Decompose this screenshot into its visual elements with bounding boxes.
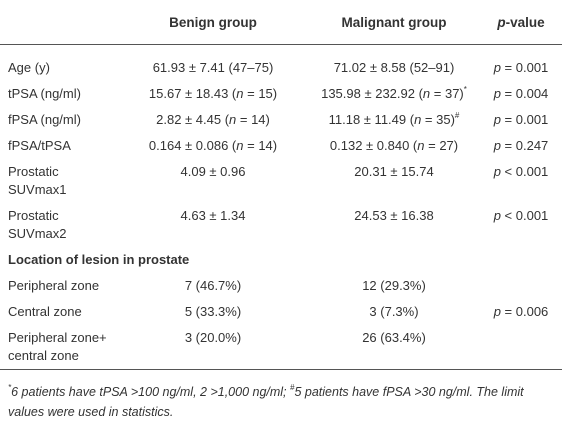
label-line: tPSA (ng/ml) <box>8 86 81 101</box>
row-label: Peripheral zone <box>0 273 118 299</box>
p-value-cell: p = 0.006 <box>480 299 562 325</box>
table-row: Central zone 5 (33.3%) 3 (7.3%) p = 0.006 <box>0 299 562 325</box>
label-line: Peripheral zone+ <box>8 330 107 345</box>
p-value: p = 0.004 <box>493 86 549 101</box>
p-value-cell <box>480 325 562 370</box>
label-line: central zone <box>8 348 79 363</box>
malignant-cell: 12 (29.3%) <box>308 273 480 299</box>
malignant-cell: 26 (63.4%) <box>308 325 480 370</box>
p-value-cell: p < 0.001 <box>480 203 562 247</box>
table-row: tPSA (ng/ml) 15.67 ± 18.43 (n = 15) 135.98… <box>0 81 562 107</box>
cell-text: 71.02 ± 8.58 (52–91) <box>333 60 455 75</box>
benign-cell: 4.09 ± 0.96 <box>118 159 308 203</box>
row-label: Prostatic SUVmax2 <box>0 203 118 247</box>
table-row: Age (y) 61.93 ± 7.41 (47–75) 71.02 ± 8.58 … <box>0 45 562 82</box>
cell-text: 12 (29.3%) <box>362 278 426 293</box>
benign-cell: 5 (33.3%) <box>118 299 308 325</box>
malignant-cell: 24.53 ± 16.38 <box>308 203 480 247</box>
footnote-mark: * <box>8 383 12 392</box>
footnote-mark: # <box>290 383 295 392</box>
p-value: p = 0.006 <box>493 304 549 319</box>
label-line: SUVmax1 <box>8 182 67 197</box>
data-table: Benign group Malignant group p-value Age… <box>0 0 562 370</box>
cell-text: 5 (33.3%) <box>184 304 242 319</box>
malignant-cell: 71.02 ± 8.58 (52–91) <box>308 45 480 82</box>
label-line: Prostatic <box>8 164 59 179</box>
cell-text: 3 (20.0%) <box>184 330 242 345</box>
column-header: Benign group <box>118 0 308 45</box>
footnote-mark: # <box>454 111 460 120</box>
cell-text: 0.164 ± 0.086 (n = 14) <box>148 138 278 153</box>
label-line: Age (y) <box>8 60 50 75</box>
p-value: p = 0.001 <box>493 112 549 127</box>
cell-text: 20.31 ± 15.74 <box>354 164 434 179</box>
section-row: Location of lesion in prostate <box>0 247 562 273</box>
benign-cell: 15.67 ± 18.43 (n = 15) <box>118 81 308 107</box>
row-label: Prostatic SUVmax1 <box>0 159 118 203</box>
p-value: p = 0.001 <box>493 60 549 75</box>
malignant-cell: 3 (7.3%) <box>308 299 480 325</box>
row-label: Age (y) <box>0 45 118 82</box>
label-line: fPSA/tPSA <box>8 138 71 153</box>
p-value-cell <box>480 273 562 299</box>
label-line: Peripheral zone <box>8 278 100 293</box>
p-value-cell: p = 0.247 <box>480 133 562 159</box>
cell-text: 11.18 ± 11.49 (n = 35) <box>328 112 455 127</box>
malignant-cell: 0.132 ± 0.840 (n = 27) <box>308 133 480 159</box>
p-value-cell: p < 0.001 <box>480 159 562 203</box>
table-row: Peripheral zone 7 (46.7%) 12 (29.3%) <box>0 273 562 299</box>
header-row: Benign group Malignant group p-value <box>0 0 562 45</box>
row-label: fPSA (ng/ml) <box>0 107 118 133</box>
cell-text: 26 (63.4%) <box>362 330 426 345</box>
cell-text: 15.67 ± 18.43 (n = 15) <box>148 86 278 101</box>
benign-cell: 61.93 ± 7.41 (47–75) <box>118 45 308 82</box>
footnote-text: 6 patients have tPSA >100 ng/ml, 2 >1,00… <box>11 385 291 399</box>
p-value: p < 0.001 <box>493 208 549 223</box>
p-value-cell: p = 0.001 <box>480 107 562 133</box>
cell-text: 2.82 ± 4.45 (n = 14) <box>156 112 270 127</box>
footnote: *6 patients have tPSA >100 ng/ml, 2 >1,0… <box>0 370 562 422</box>
benign-cell: 3 (20.0%) <box>118 325 308 370</box>
cell-text: 4.09 ± 0.96 <box>180 164 246 179</box>
p-value-cell: p = 0.004 <box>480 81 562 107</box>
column-header: Malignant group <box>308 0 480 45</box>
table-row: Prostatic SUVmax2 4.63 ± 1.34 24.53 ± 16.38… <box>0 203 562 247</box>
benign-cell: 7 (46.7%) <box>118 273 308 299</box>
column-header: p-value <box>480 0 562 45</box>
benign-cell: 0.164 ± 0.086 (n = 14) <box>118 133 308 159</box>
row-label: tPSA (ng/ml) <box>0 81 118 107</box>
table-row: Peripheral zone+ central zone 3 (20.0%) 26 … <box>0 325 562 370</box>
label-line: SUVmax2 <box>8 226 67 241</box>
p-value: p < 0.001 <box>493 164 549 179</box>
table-row: fPSA/tPSA 0.164 ± 0.086 (n = 14) 0.132 ± 0… <box>0 133 562 159</box>
cell-text: 4.63 ± 1.34 <box>180 208 246 223</box>
cell-text: 3 (7.3%) <box>369 304 419 319</box>
p-value: p = 0.247 <box>493 138 549 153</box>
table-row: Prostatic SUVmax1 4.09 ± 0.96 20.31 ± 15.74… <box>0 159 562 203</box>
label-line: Prostatic <box>8 208 59 223</box>
malignant-cell: 20.31 ± 15.74 <box>308 159 480 203</box>
cell-text: 7 (46.7%) <box>184 278 242 293</box>
row-label: Central zone <box>0 299 118 325</box>
label-line: Central zone <box>8 304 82 319</box>
footnote-text: 5 patients have fPSA >30 ng/ml. The limi… <box>8 385 524 419</box>
p-value-cell: p = 0.001 <box>480 45 562 82</box>
cell-text: 24.53 ± 16.38 <box>354 208 434 223</box>
malignant-cell: 135.98 ± 232.92 (n = 37)* <box>308 81 480 107</box>
row-label: fPSA/tPSA <box>0 133 118 159</box>
benign-cell: 2.82 ± 4.45 (n = 14) <box>118 107 308 133</box>
benign-cell: 4.63 ± 1.34 <box>118 203 308 247</box>
table-row: fPSA (ng/ml) 2.82 ± 4.45 (n = 14) 11.18 ± … <box>0 107 562 133</box>
label-line: fPSA (ng/ml) <box>8 112 81 127</box>
section-title: Location of lesion in prostate <box>8 252 190 267</box>
footnote-mark: * <box>463 85 467 94</box>
cell-text: 61.93 ± 7.41 (47–75) <box>152 60 274 75</box>
cell-text: 135.98 ± 232.92 (n = 37) <box>321 86 464 101</box>
cell-text: 0.132 ± 0.840 (n = 27) <box>329 138 459 153</box>
malignant-cell: 11.18 ± 11.49 (n = 35)# <box>308 107 480 133</box>
row-label: Peripheral zone+ central zone <box>0 325 118 370</box>
